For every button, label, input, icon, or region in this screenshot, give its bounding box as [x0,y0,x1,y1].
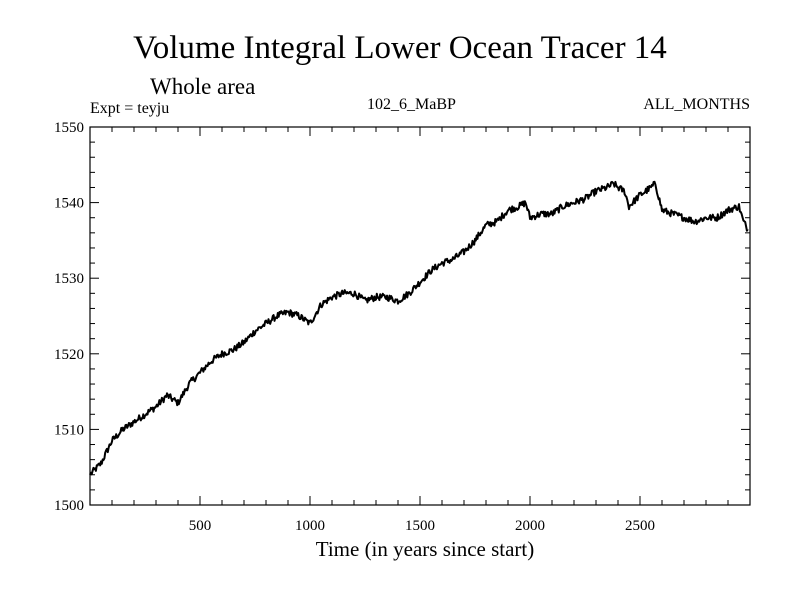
y-axis-ticks: 1500 1510 1520 1530 1540 1550 [54,120,750,514]
y-tick-label: 1500 [54,498,84,514]
x-tick-label: 1000 [295,518,325,534]
x-tick-label: 2000 [515,518,545,534]
months-label: ALL_MONTHS [643,96,750,113]
y-tick-label: 1550 [54,120,84,136]
x-axis-ticks: 500 1000 1500 2000 2500 [111,127,729,534]
series-line [89,180,749,476]
plot-frame [89,126,751,506]
x-tick-label: 2500 [625,518,655,534]
chart-subtitle: Whole area [150,74,256,99]
y-tick-label: 1540 [54,196,84,212]
y-tick-label: 1520 [54,347,84,363]
x-tick-label: 500 [189,518,212,534]
y-tick-label: 1510 [54,422,84,438]
run-label: 102_6_MaBP [367,96,456,113]
x-tick-label: 1500 [405,518,435,534]
x-axis-label: Time (in years since start) [315,537,535,561]
experiment-label: Expt = teyju [90,100,170,117]
chart-title: Volume Integral Lower Ocean Tracer 14 [133,30,667,66]
y-tick-label: 1530 [54,271,84,287]
